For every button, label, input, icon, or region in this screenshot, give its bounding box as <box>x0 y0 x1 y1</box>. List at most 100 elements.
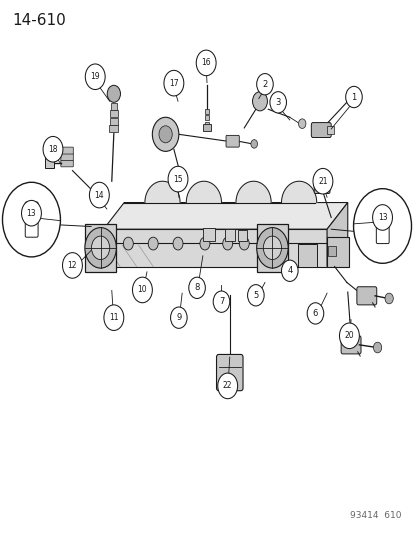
FancyBboxPatch shape <box>237 230 247 241</box>
FancyBboxPatch shape <box>224 229 235 241</box>
Circle shape <box>148 237 158 250</box>
Circle shape <box>164 70 183 96</box>
FancyBboxPatch shape <box>340 336 360 354</box>
Circle shape <box>159 126 172 143</box>
Circle shape <box>250 140 257 148</box>
Text: 12: 12 <box>68 261 77 270</box>
Circle shape <box>213 291 229 312</box>
Circle shape <box>196 50 216 76</box>
Circle shape <box>353 189 411 263</box>
Circle shape <box>269 92 286 113</box>
Text: 21: 21 <box>318 177 327 185</box>
Text: 4: 4 <box>287 266 292 275</box>
Circle shape <box>62 253 82 278</box>
FancyBboxPatch shape <box>327 246 335 256</box>
FancyBboxPatch shape <box>216 354 242 391</box>
Circle shape <box>339 323 358 349</box>
FancyBboxPatch shape <box>85 224 116 272</box>
Circle shape <box>247 285 263 306</box>
Circle shape <box>21 200 41 226</box>
Text: 1: 1 <box>351 93 356 101</box>
Polygon shape <box>145 181 180 203</box>
Text: 3: 3 <box>275 98 280 107</box>
Text: 14: 14 <box>94 191 104 199</box>
Text: 22: 22 <box>223 382 232 390</box>
Text: 10: 10 <box>137 286 147 294</box>
Circle shape <box>312 168 332 194</box>
Circle shape <box>168 166 188 192</box>
Circle shape <box>2 182 60 257</box>
Circle shape <box>263 236 281 260</box>
Text: 11: 11 <box>109 313 118 322</box>
Polygon shape <box>103 229 326 266</box>
Polygon shape <box>281 181 316 203</box>
Circle shape <box>222 237 232 250</box>
Circle shape <box>384 293 392 304</box>
Circle shape <box>132 277 152 303</box>
FancyBboxPatch shape <box>204 122 209 127</box>
FancyBboxPatch shape <box>326 126 333 134</box>
FancyBboxPatch shape <box>45 157 54 168</box>
FancyBboxPatch shape <box>225 135 239 147</box>
FancyBboxPatch shape <box>110 110 117 117</box>
Polygon shape <box>103 203 347 229</box>
Circle shape <box>281 260 297 281</box>
FancyBboxPatch shape <box>202 228 215 241</box>
FancyBboxPatch shape <box>203 124 210 131</box>
Text: 6: 6 <box>312 309 317 318</box>
Text: 93414  610: 93414 610 <box>349 511 401 520</box>
Circle shape <box>107 85 120 102</box>
FancyBboxPatch shape <box>311 123 330 138</box>
Text: 20: 20 <box>344 332 354 340</box>
FancyBboxPatch shape <box>25 202 38 237</box>
FancyBboxPatch shape <box>110 103 117 110</box>
Circle shape <box>170 307 187 328</box>
Polygon shape <box>235 181 271 203</box>
Circle shape <box>91 236 109 260</box>
Circle shape <box>199 237 209 250</box>
Polygon shape <box>326 203 347 266</box>
Circle shape <box>85 64 105 90</box>
FancyBboxPatch shape <box>375 208 388 244</box>
Text: 18: 18 <box>48 145 57 154</box>
Text: 5: 5 <box>253 291 258 300</box>
Circle shape <box>104 305 123 330</box>
Circle shape <box>252 92 267 111</box>
Text: 15: 15 <box>173 175 183 183</box>
FancyBboxPatch shape <box>356 287 376 305</box>
Text: 14-610: 14-610 <box>12 13 66 28</box>
Polygon shape <box>186 181 221 203</box>
Circle shape <box>256 74 273 95</box>
Circle shape <box>239 237 249 250</box>
Text: 7: 7 <box>218 297 223 306</box>
Circle shape <box>345 86 361 108</box>
Circle shape <box>173 237 183 250</box>
Circle shape <box>306 303 323 324</box>
Circle shape <box>256 228 287 268</box>
FancyBboxPatch shape <box>256 224 287 272</box>
FancyBboxPatch shape <box>61 154 73 160</box>
FancyBboxPatch shape <box>204 115 209 120</box>
Text: 8: 8 <box>194 284 199 292</box>
FancyBboxPatch shape <box>326 237 348 266</box>
Circle shape <box>298 119 305 128</box>
FancyBboxPatch shape <box>109 125 118 132</box>
Text: 13: 13 <box>377 213 387 222</box>
Circle shape <box>89 182 109 208</box>
Circle shape <box>152 117 178 151</box>
Text: 19: 19 <box>90 72 100 81</box>
Text: 13: 13 <box>26 209 36 217</box>
FancyBboxPatch shape <box>109 118 118 125</box>
Circle shape <box>373 342 381 353</box>
Circle shape <box>85 228 116 268</box>
Circle shape <box>188 277 205 298</box>
FancyBboxPatch shape <box>204 109 209 114</box>
Text: 17: 17 <box>169 79 178 87</box>
Circle shape <box>43 136 63 162</box>
Text: 9: 9 <box>176 313 181 322</box>
Text: 16: 16 <box>201 59 211 67</box>
Text: 2: 2 <box>262 80 267 88</box>
FancyBboxPatch shape <box>313 180 329 193</box>
FancyBboxPatch shape <box>61 160 73 167</box>
FancyBboxPatch shape <box>61 147 73 154</box>
